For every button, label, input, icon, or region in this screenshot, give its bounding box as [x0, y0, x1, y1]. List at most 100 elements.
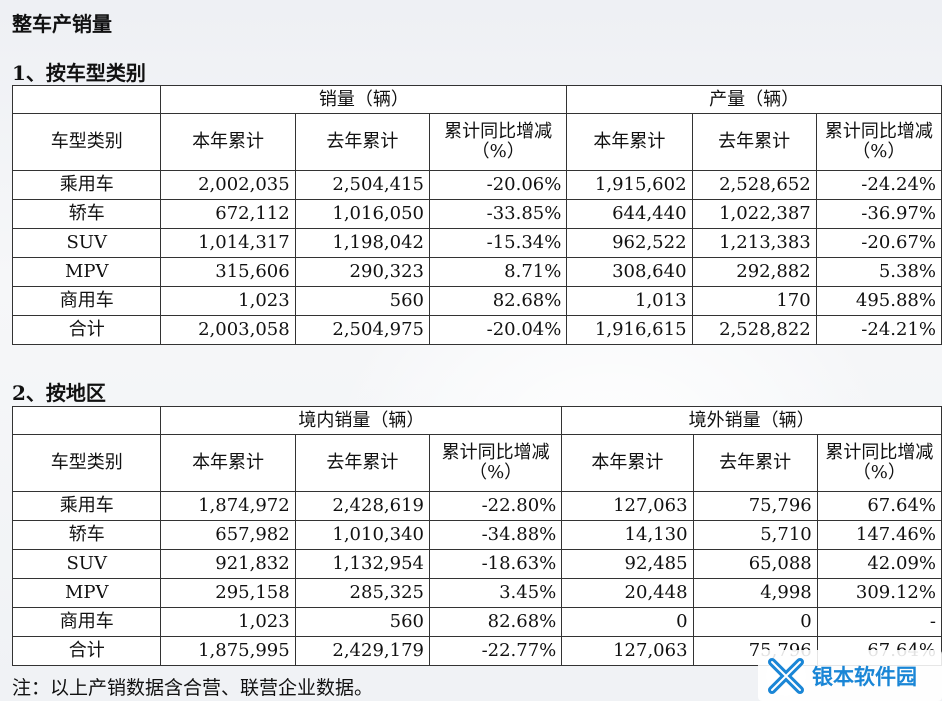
- row-category-cell: 轿车: [11, 199, 162, 229]
- column-header: 车型类别: [11, 434, 162, 492]
- table-cell: 127,063: [561, 636, 694, 666]
- table-cell: 2,002,035: [160, 170, 296, 200]
- column-header: 去年累计: [691, 113, 817, 171]
- table-cell: 2,528,652: [691, 170, 817, 200]
- table-cell: 82.68%: [428, 607, 563, 637]
- table-cell: 1,875,995: [160, 636, 296, 666]
- table-cell: -22.77%: [428, 636, 563, 666]
- row-category-cell: SUV: [11, 228, 162, 258]
- table-cell: 20,448: [561, 578, 694, 608]
- table-cell: 962,522: [566, 228, 693, 258]
- table-cell: 285,325: [294, 578, 430, 608]
- table-cell: 1,916,615: [566, 315, 693, 345]
- table-cell: 8.71%: [428, 257, 568, 287]
- table-cell: 309.12%: [816, 578, 942, 608]
- table-cell: 657,982: [160, 520, 296, 550]
- table-row: MPV 295,158 285,325 3.45% 20,448 4,998 309.12%: [11, 578, 942, 608]
- page-title: 整车产销量: [12, 12, 112, 36]
- table-cell: 82.68%: [428, 286, 568, 316]
- row-category-cell: 乘用车: [11, 170, 162, 200]
- table-cell: 1,198,042: [294, 228, 430, 258]
- row-category-cell: MPV: [11, 257, 162, 287]
- column-header: 累计同比增减（%）: [428, 434, 563, 492]
- row-category-cell: MPV: [11, 578, 162, 608]
- table-cell: 65,088: [692, 549, 818, 579]
- row-category-cell: 合计: [11, 636, 162, 666]
- column-header: 去年累计: [294, 113, 430, 171]
- table-cell: 2,428,619: [294, 491, 430, 521]
- table-cell: 14,130: [561, 520, 694, 550]
- table-cell: 1,874,972: [160, 491, 296, 521]
- column-header: 本年累计: [160, 113, 296, 171]
- table-cell: 495.88%: [815, 286, 942, 316]
- table-cell: -34.88%: [428, 520, 563, 550]
- table-cell: -36.97%: [815, 199, 942, 229]
- table-cell: 0: [561, 607, 694, 637]
- table-cell: 2,504,415: [294, 170, 430, 200]
- table-cell: 3.45%: [428, 578, 563, 608]
- table-cell: 1,016,050: [294, 199, 430, 229]
- table-cell: -20.67%: [815, 228, 942, 258]
- sales-production-table: 销量（辆） 产量（辆） 车型类别 本年累计 去年累计 累计同比增减（%） 本年累…: [11, 85, 942, 345]
- table-cell: 147.46%: [816, 520, 942, 550]
- section-2-heading: 2、按地区: [12, 381, 106, 405]
- column-header: 本年累计: [566, 113, 693, 171]
- table-cell: 1,014,317: [160, 228, 296, 258]
- table-row: 商用车 1,023 560 82.68% 1,013 170 495.88%: [11, 286, 942, 316]
- table-cell: 2,429,179: [294, 636, 430, 666]
- table-cell: 1,915,602: [566, 170, 693, 200]
- corner-cell: [11, 406, 162, 435]
- column-header: 去年累计: [692, 434, 818, 492]
- table-cell: -20.06%: [428, 170, 568, 200]
- column-header: 累计同比增减（%）: [816, 434, 942, 492]
- table-cell: 295,158: [160, 578, 296, 608]
- table-row: 乘用车 2,002,035 2,504,415 -20.06% 1,915,602 2,5…: [11, 170, 942, 200]
- table-row: MPV 315,606 290,323 8.71% 308,640 292,882 5.38…: [11, 257, 942, 287]
- group-header-sales: 销量（辆）: [160, 85, 568, 114]
- table-cell: 92,485: [561, 549, 694, 579]
- table-row: 商用车 1,023 560 82.68% 0 0-: [11, 607, 942, 637]
- table-cell: -20.04%: [428, 315, 568, 345]
- corner-cell: [11, 85, 162, 114]
- table-cell: -15.34%: [428, 228, 568, 258]
- column-header: 本年累计: [160, 434, 296, 492]
- column-header: 本年累计: [561, 434, 694, 492]
- group-header-overseas: 境外销量（辆）: [561, 406, 942, 435]
- column-header: 累计同比增减（%）: [815, 113, 942, 171]
- table-cell: 1,023: [160, 286, 296, 316]
- table-cell: -: [816, 607, 942, 637]
- table-cell: 1,022,387: [691, 199, 817, 229]
- table-cell: 0: [692, 607, 818, 637]
- table-row: SUV 1,014,317 1,198,042 -15.34% 962,522 1,213…: [11, 228, 942, 258]
- table-cell: 2,504,975: [294, 315, 430, 345]
- watermark-logo: 银本软件园: [758, 650, 942, 701]
- row-category-cell: 商用车: [11, 286, 162, 316]
- table-cell: 1,023: [160, 607, 296, 637]
- region-sales-table: 境内销量（辆） 境外销量（辆） 车型类别 本年累计 去年累计 累计同比增减（%）…: [11, 406, 942, 666]
- table-row: 合计 2,003,058 2,504,975 -20.04% 1,916,615 2,52…: [11, 315, 942, 345]
- row-category-cell: 轿车: [11, 520, 162, 550]
- table-cell: 67.64%: [816, 491, 942, 521]
- table-cell: 292,882: [691, 257, 817, 287]
- table-cell: 127,063: [561, 491, 694, 521]
- column-header: 去年累计: [294, 434, 430, 492]
- table-cell: 290,323: [294, 257, 430, 287]
- table-row: 轿车 657,982 1,010,340 -34.88% 14,130 5,710 147.…: [11, 520, 942, 550]
- footnote: 注：以上产销数据含合营、联营企业数据。: [12, 677, 374, 699]
- table-cell: 1,010,340: [294, 520, 430, 550]
- table-cell: 644,440: [566, 199, 693, 229]
- table-cell: 308,640: [566, 257, 693, 287]
- table-cell: 560: [294, 286, 430, 316]
- section-1-heading: 1、按车型类别: [12, 61, 146, 85]
- table-cell: 672,112: [160, 199, 296, 229]
- table-cell: 42.09%: [816, 549, 942, 579]
- table-cell: 1,013: [566, 286, 693, 316]
- column-header: 累计同比增减（%）: [428, 113, 568, 171]
- x-logo-icon: [766, 655, 806, 696]
- table-cell: 1,132,954: [294, 549, 430, 579]
- table-cell: 2,003,058: [160, 315, 296, 345]
- table-cell: 315,606: [160, 257, 296, 287]
- table-cell: -24.24%: [815, 170, 942, 200]
- table-cell: 5.38%: [815, 257, 942, 287]
- table-cell: 921,832: [160, 549, 296, 579]
